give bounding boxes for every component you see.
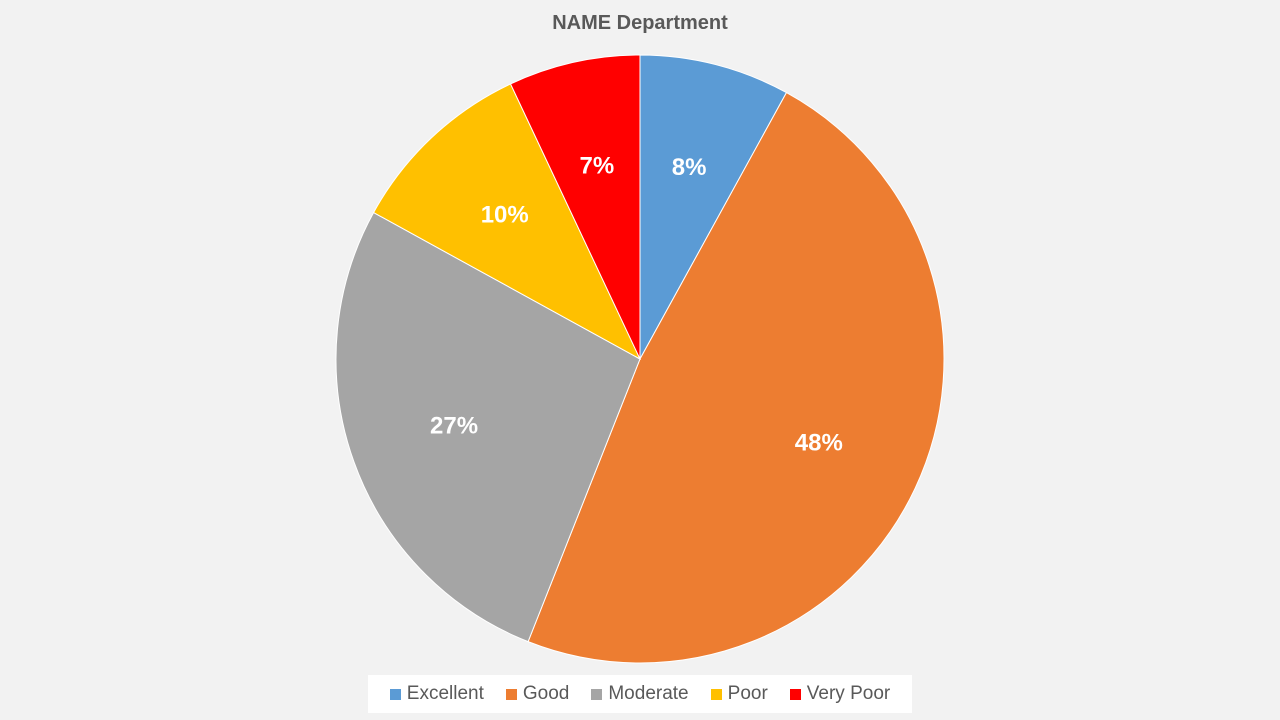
legend-label: Very Poor xyxy=(806,683,891,704)
pie-slice-good xyxy=(527,91,945,664)
legend-item-poor: Poor xyxy=(710,683,768,705)
legend: Excellent Good Moderate Poor Very Poor xyxy=(368,675,912,713)
legend-label: Excellent xyxy=(406,683,484,704)
data-label-excellent: 8% xyxy=(672,154,707,181)
legend-swatch xyxy=(591,688,603,700)
legend-swatch xyxy=(710,688,722,700)
legend-item-excellent: Excellent xyxy=(389,683,484,705)
legend-label: Poor xyxy=(727,683,768,704)
legend-swatch xyxy=(505,688,517,700)
legend-item-very-poor: Very Poor xyxy=(789,683,891,705)
legend-label: Moderate xyxy=(608,683,689,704)
data-label-very-poor: 7% xyxy=(580,153,615,180)
data-label-poor: 10% xyxy=(481,201,529,228)
pie-slice-poor xyxy=(372,83,642,361)
pie-slice-excellent xyxy=(639,54,788,360)
data-label-moderate: 27% xyxy=(430,412,478,439)
pie-slice-very-poor xyxy=(509,54,641,360)
legend-swatch xyxy=(389,688,401,700)
chart-title: NAME Department xyxy=(552,12,728,34)
legend-swatch xyxy=(789,688,801,700)
pie-slice-moderate xyxy=(335,211,641,643)
data-label-good: 48% xyxy=(795,430,843,457)
legend-label: Good xyxy=(522,683,570,704)
legend-item-moderate: Moderate xyxy=(591,683,689,705)
legend-item-good: Good xyxy=(505,683,570,705)
